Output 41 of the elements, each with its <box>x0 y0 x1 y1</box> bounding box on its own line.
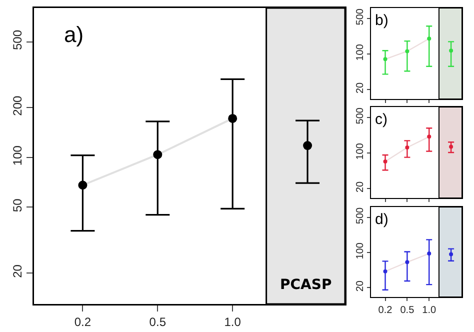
annotation: a) <box>64 22 84 47</box>
point <box>383 57 388 62</box>
x-tick-label: 1.0 <box>224 314 242 329</box>
point <box>78 180 88 190</box>
y-tick-label: 20 <box>355 280 366 292</box>
y-tick-label: 500 <box>355 206 366 224</box>
x-tick-label: 0.2 <box>74 314 92 329</box>
x-tick-label: 0.5 <box>149 314 166 329</box>
point <box>449 252 454 256</box>
point <box>153 150 162 160</box>
point <box>449 144 454 149</box>
annotation: b) <box>375 12 388 29</box>
y-tick-label: 500 <box>10 30 25 50</box>
point <box>228 114 238 123</box>
y-tick-label: 100 <box>355 242 366 260</box>
y-tick-label: 200 <box>10 95 25 116</box>
point <box>449 48 454 53</box>
y-tick-label: 500 <box>355 8 366 26</box>
point <box>427 134 432 139</box>
y-tick-label: 50 <box>10 198 25 212</box>
annotation: d) <box>375 211 388 228</box>
x-tick-label: 1.0 <box>422 305 436 316</box>
point <box>383 159 388 164</box>
y-tick-label: 20 <box>355 180 366 193</box>
point <box>427 252 432 256</box>
point <box>303 141 312 150</box>
y-tick-label: 20 <box>10 264 25 278</box>
y-tick-label: 20 <box>355 82 366 94</box>
y-tick-label: 100 <box>10 145 25 166</box>
y-tick-label: 500 <box>355 107 366 124</box>
point <box>383 269 388 274</box>
annotation: c) <box>375 111 388 128</box>
point <box>427 36 432 41</box>
annotation: PCASP <box>280 277 332 293</box>
x-tick-label: 0.2 <box>378 305 393 316</box>
y-tick-label: 100 <box>355 142 366 160</box>
y-tick-label: 100 <box>355 44 366 61</box>
point <box>405 49 410 54</box>
x-tick-label: 0.5 <box>400 305 415 316</box>
point <box>405 145 410 150</box>
point <box>405 260 410 264</box>
